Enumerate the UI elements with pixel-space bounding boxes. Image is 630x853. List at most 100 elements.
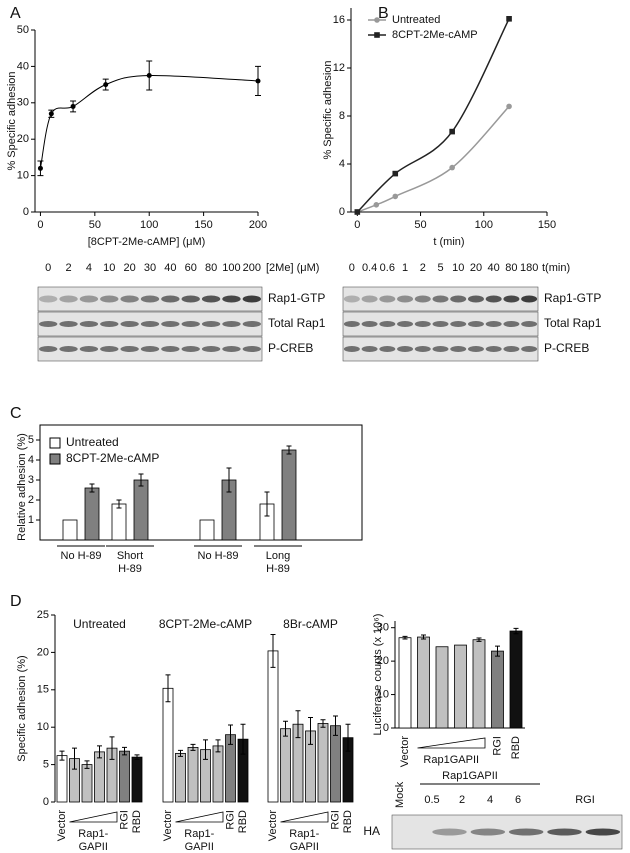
x-tick-label: No H-89 [61,550,102,562]
wedge [69,811,118,823]
band [242,346,261,352]
x-tick-label: H-89 [118,563,142,575]
y-axis-label: % Specific adhesion [6,71,18,170]
band [59,295,78,303]
x-tick-label: Long [266,550,290,562]
band [467,295,484,303]
band [181,295,200,303]
row-label: P-CREB [268,341,313,355]
marker [374,17,380,23]
y-tick-label: 0 [339,206,345,218]
bar [111,503,127,541]
wedge-label: GAPII [290,841,319,853]
band [222,295,241,303]
lane-label: 2 [459,794,465,806]
bar [317,723,329,803]
error-bar [178,749,183,757]
lane-label: 80 [505,262,517,274]
y-tick-label: 30 [377,622,389,634]
band [485,295,502,303]
band [39,321,58,327]
y-tick-label: 1 [28,514,34,526]
error-bar [320,719,326,728]
band [379,295,396,303]
x-tick-label: RGI [491,736,503,756]
band [467,321,484,327]
x-tick-label: Vector [399,736,411,768]
band [485,321,502,327]
x-axis-label: [8CPT-2Me-cAMP] (μM) [88,236,206,248]
bar [398,637,412,729]
y-tick-label: 20 [17,133,29,145]
lane-label: 0 [45,262,51,274]
band [414,295,431,303]
band [503,295,520,303]
y-tick-label: 10 [17,170,29,182]
band [161,321,180,327]
band [361,321,378,327]
x-tick-label: 100 [475,219,493,231]
error-bar [264,491,270,517]
x-tick-label: 200 [249,219,267,231]
lane-label: RGI [575,794,595,806]
legend-label: 8CPT-2Me-cAMP [392,29,478,41]
legend-swatch [49,453,61,465]
band [508,828,544,836]
band [547,828,582,836]
point [103,82,109,88]
y-tick-label: 8 [339,110,345,122]
error-bar [283,720,288,737]
band [39,295,58,303]
band [181,346,200,352]
band [201,346,221,352]
error-bar [295,710,301,739]
lane-label: 2 [420,262,426,274]
y-axis-label: Luciferase counts (x 10⁶) [372,614,384,736]
x-tick-label: Vector [56,810,68,842]
y-tick-label: 30 [17,97,29,109]
y-tick-label: 0 [43,796,49,808]
band [432,828,467,836]
bar [509,630,523,729]
row-label: Total Rap1 [544,316,602,330]
y-tick-label: 10 [377,688,389,700]
lane-label: 10 [103,262,115,274]
blot-unit: Rap1GAPII [442,770,498,782]
wedge-label: Rap1- [184,828,214,840]
band [140,295,160,303]
band [343,321,360,327]
y-tick-label: 2 [28,494,34,506]
error-bar [72,747,77,770]
bar [212,745,224,803]
error-bar [215,739,221,753]
group-title: 8CPT-2Me-cAMP [159,617,252,631]
bar [435,646,449,729]
row-label: P-CREB [544,341,589,355]
error-bar [203,739,208,760]
y-tick-label: 20 [37,646,49,658]
marker [374,32,380,38]
x-tick-label: Vector [267,810,279,842]
x-tick-label: 50 [89,219,101,231]
x-tick-label: RGI [224,810,236,830]
bar [62,519,78,541]
marker [373,202,380,208]
bar [162,687,174,803]
band [450,295,467,303]
y-tick-label: 20 [377,655,389,667]
bar [119,750,130,803]
band [222,346,241,352]
lane-label: Mock [394,781,406,808]
row-label: Rap1-GTP [544,291,601,305]
row-label: Total Rap1 [268,316,326,330]
x-tick-label: 0 [37,219,43,231]
band [161,346,180,352]
y-tick-label: 3 [28,474,34,486]
series-line [356,18,510,213]
error-bar [89,483,95,493]
error-bar [286,445,292,455]
marker [506,16,512,22]
panel-label: D [10,593,22,610]
bar [491,650,504,729]
